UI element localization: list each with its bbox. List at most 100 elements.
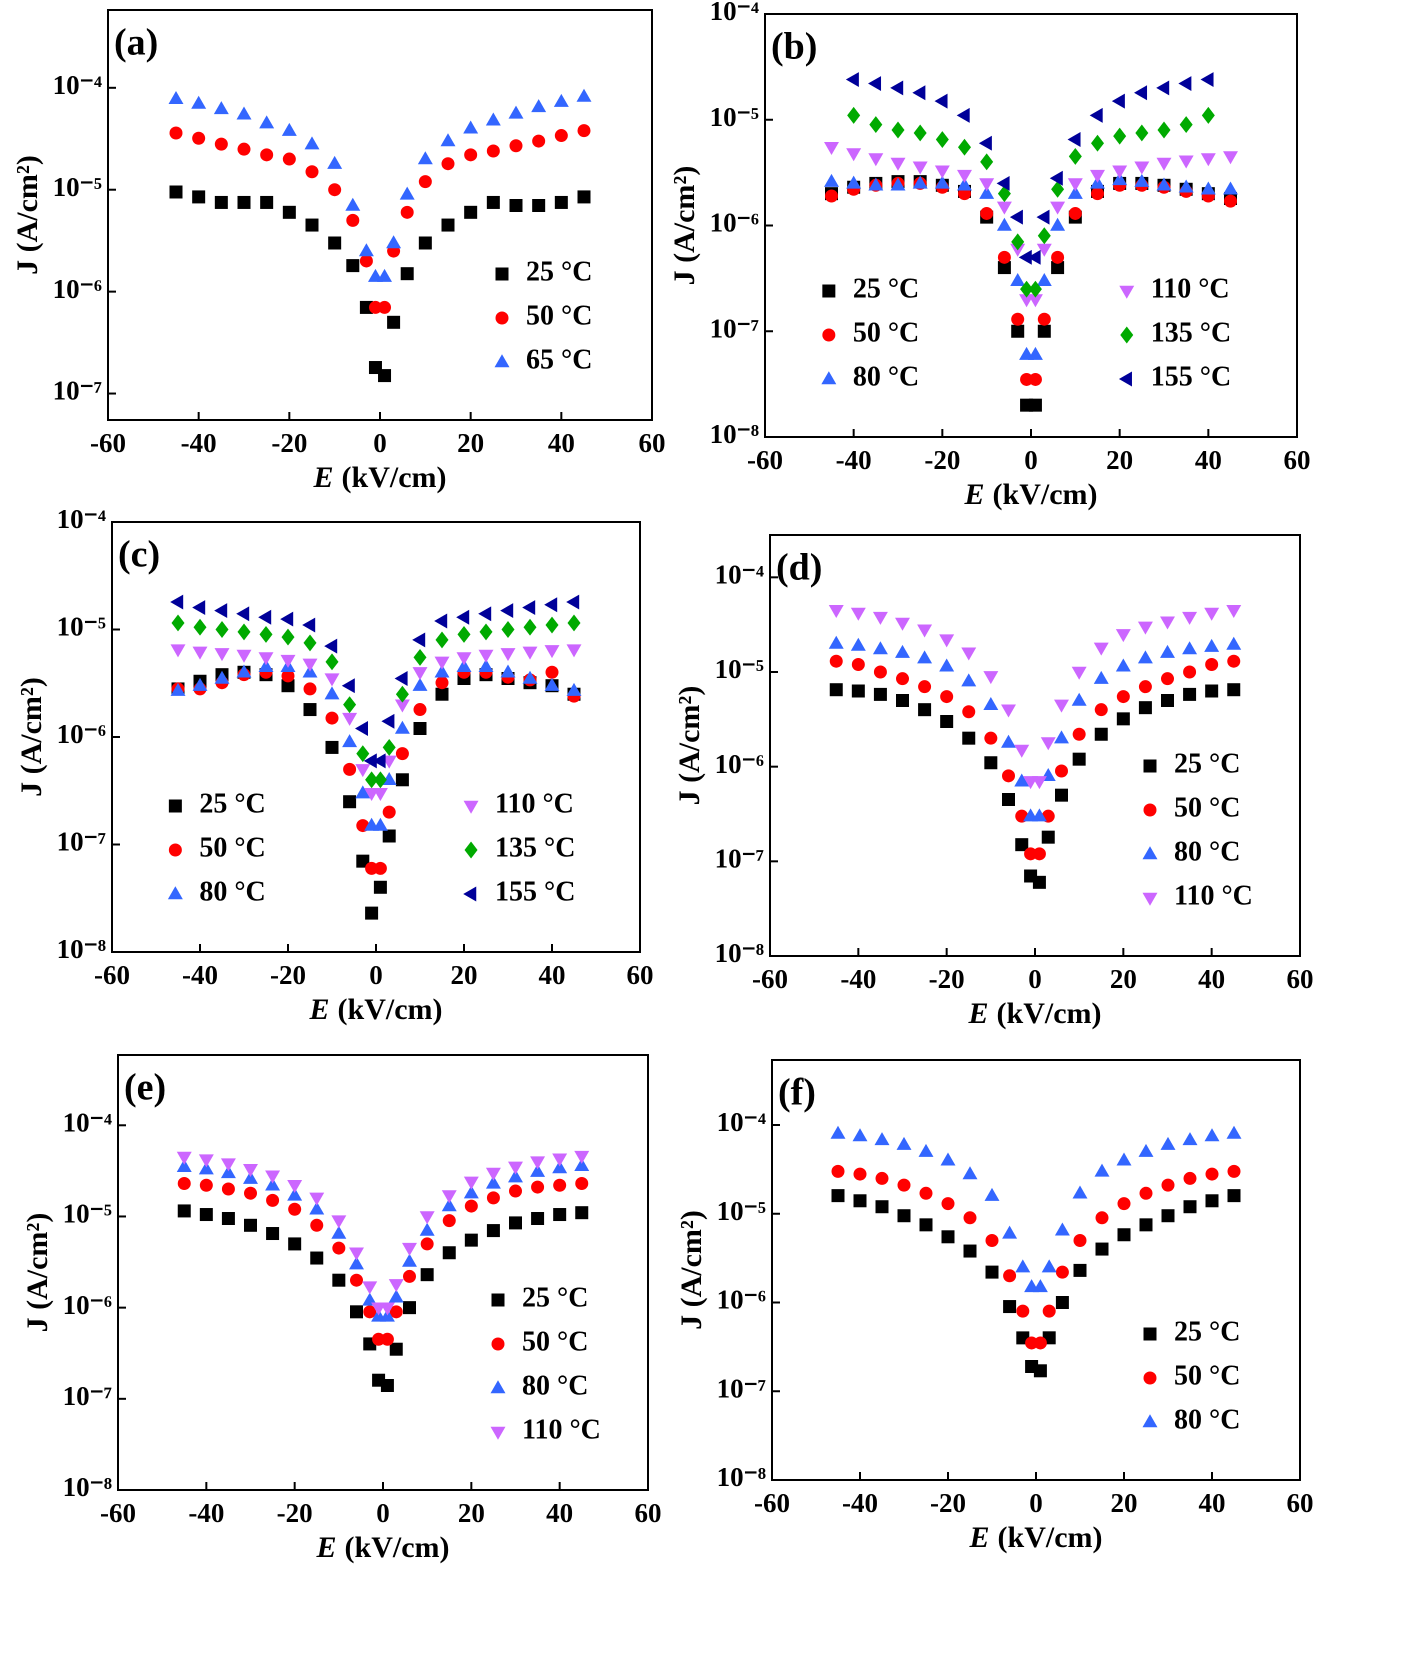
- data-point: [1001, 734, 1016, 748]
- data-point: [845, 72, 859, 88]
- x-axis-label: E (kV/cm): [316, 1531, 450, 1564]
- data-point: [220, 1158, 236, 1172]
- x-axis-symbol: E: [313, 461, 334, 494]
- legend-marker: [1118, 371, 1132, 387]
- panel: -60 -40 -20 0 20 40 60 10⁻⁸ 10⁻⁷ 10⁻⁶ 10⁻⁵ 10⁻⁴ E (kV…: [21, 1054, 662, 1564]
- data-point: [486, 1191, 500, 1205]
- data-point: [544, 597, 558, 613]
- data-point: [917, 624, 933, 638]
- data-point: [221, 1211, 235, 1225]
- legend-label: 110 °C: [1151, 273, 1230, 304]
- legend-marker: [491, 1337, 505, 1351]
- data-point: [1205, 1167, 1219, 1181]
- data-point: [828, 604, 844, 618]
- data-point: [917, 650, 933, 664]
- data-point: [1116, 1152, 1132, 1166]
- data-point: [332, 1241, 346, 1255]
- data-point: [897, 1209, 911, 1223]
- data-point: [363, 753, 377, 769]
- data-point: [413, 721, 427, 735]
- data-point: [214, 137, 228, 151]
- data-point: [1037, 324, 1051, 338]
- data-point: [1031, 776, 1047, 790]
- data-point: [355, 785, 371, 799]
- data-point: [419, 1211, 435, 1225]
- data-point: [980, 206, 994, 220]
- data-point: [412, 667, 428, 681]
- data-point: [303, 682, 317, 696]
- data-point: [418, 236, 432, 250]
- data-point: [897, 1178, 911, 1192]
- data-point: [1178, 76, 1192, 92]
- legend-marker: [167, 886, 183, 900]
- data-point: [237, 142, 251, 156]
- data-point: [400, 205, 414, 219]
- data-point: [1183, 1200, 1197, 1214]
- data-point: [343, 795, 357, 809]
- data-point: [1072, 727, 1086, 741]
- data-point: [214, 603, 228, 619]
- data-point: [1027, 346, 1043, 360]
- y-tick-label: 10⁻⁴: [53, 70, 102, 100]
- data-point: [486, 144, 500, 158]
- data-point: [575, 1206, 589, 1220]
- data-point: [324, 638, 338, 654]
- panel-label: (d): [776, 547, 822, 589]
- data-point: [500, 603, 514, 619]
- data-point: [552, 1160, 568, 1174]
- data-point: [939, 658, 955, 672]
- legend-marker: [168, 799, 182, 813]
- data-point: [343, 696, 357, 714]
- legend-label: 135 °C: [1151, 317, 1231, 348]
- data-point: [875, 1171, 889, 1185]
- data-point: [386, 235, 402, 249]
- data-point: [1200, 153, 1216, 167]
- data-point: [394, 671, 408, 686]
- data-point: [831, 1164, 845, 1178]
- data-point: [1139, 1186, 1153, 1200]
- x-tick-label: 60: [639, 428, 666, 458]
- data-point: [566, 644, 582, 658]
- data-point: [309, 1201, 325, 1215]
- data-point: [1067, 132, 1081, 148]
- data-point: [913, 124, 927, 142]
- y-tick-label: 10⁻⁸: [717, 1462, 766, 1492]
- data-point: [359, 300, 373, 314]
- data-point: [442, 1246, 456, 1260]
- x-tick-label: 20: [458, 1498, 485, 1528]
- data-point: [1015, 838, 1029, 852]
- data-point: [530, 1156, 546, 1170]
- data-point: [403, 1301, 416, 1315]
- x-tick-label: 0: [373, 428, 387, 458]
- data-point: [356, 745, 370, 763]
- data-point: [996, 201, 1012, 215]
- data-point: [373, 861, 387, 875]
- x-axis-unit: (kV/cm): [997, 997, 1102, 1030]
- x-tick-label: -60: [747, 445, 783, 475]
- x-axis-label: E (kV/cm): [313, 461, 447, 494]
- data-point: [577, 190, 591, 204]
- y-tick-label: 10⁻⁷: [710, 313, 759, 343]
- x-tick-label: -40: [836, 445, 872, 475]
- data-point: [941, 1197, 955, 1211]
- data-point: [305, 218, 319, 232]
- data-point: [868, 177, 884, 191]
- data-point: [192, 131, 206, 145]
- data-point: [349, 1256, 364, 1270]
- data-point: [346, 213, 360, 227]
- data-point: [456, 658, 472, 672]
- x-tick-label: -20: [271, 428, 307, 458]
- data-point: [379, 1302, 395, 1316]
- data-point: [532, 134, 546, 148]
- data-point: [962, 1166, 978, 1180]
- data-point: [1014, 744, 1030, 758]
- x-tick-label: -20: [270, 960, 306, 990]
- data-point: [486, 195, 500, 209]
- data-point: [355, 764, 371, 778]
- data-point: [389, 1342, 403, 1356]
- data-point: [170, 644, 186, 658]
- data-point: [1226, 1125, 1242, 1139]
- data-point: [934, 175, 950, 189]
- data-point: [441, 1190, 457, 1204]
- data-point: [1178, 179, 1194, 193]
